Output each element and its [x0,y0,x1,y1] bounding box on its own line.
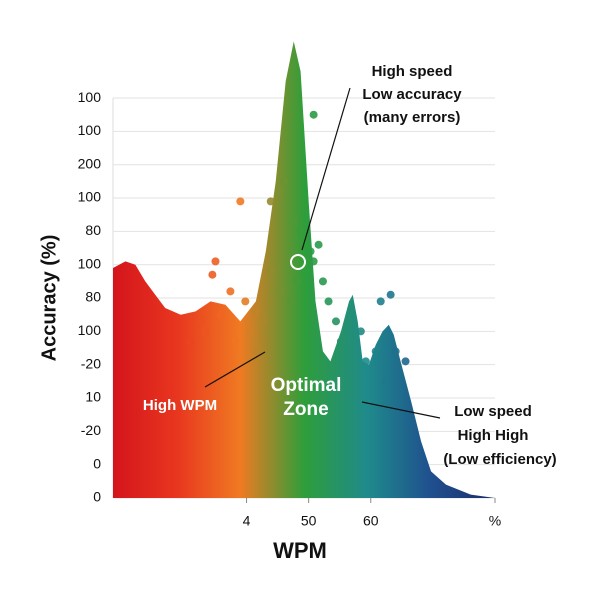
y-tick-label: -20 [81,422,101,438]
annotation: Low speed [454,403,532,420]
highlight-ring [290,254,306,270]
scatter-point [266,267,275,276]
y-tick-label: 80 [85,222,101,238]
scatter-point [318,277,327,286]
y-tick-label: 100 [78,122,102,138]
x-tick-label: 4 [243,513,251,529]
scatter-point [293,277,302,286]
annotation: High WPM [143,397,217,414]
scatter-point [381,377,390,386]
y-tick-label: 0 [93,455,101,471]
scatter-point [391,347,400,356]
scatter-point [336,337,345,346]
scatter-point [331,317,340,326]
y-tick-label: 100 [78,189,102,205]
leader-line [204,351,266,388]
scatter-point [296,227,305,236]
y-tick-label: 100 [78,255,102,271]
y-tick-label: 80 [85,289,101,305]
scatter-point [216,310,225,319]
x-tick-label: 50 [301,513,317,529]
scatter-point [309,110,318,119]
annotation: High High [458,427,529,444]
y-tick-label: 0 [93,489,101,505]
scatter-point [236,197,245,206]
scatter-point [258,317,267,326]
scatter-point [371,347,380,356]
annotation: (Low efficiency) [443,451,556,468]
y-tick-label: -20 [81,355,101,371]
plot [113,41,495,499]
annotation: Optimal [271,375,342,396]
scatter-point [196,317,205,326]
annotation: High speed [372,63,453,80]
leader-line [361,401,441,419]
y-tick-label: 200 [78,155,102,171]
scatter-point [241,297,250,306]
annotation: Zone [283,399,328,420]
scatter-point [274,187,283,196]
y-tick-label: 10 [85,389,101,405]
x-tick-label: 60 [363,513,379,529]
scatter-point [279,177,288,186]
annotation: (many errors) [364,109,461,126]
scatter-point [186,337,195,346]
annotation: Low accuracy [362,86,462,103]
scatter-point [231,337,240,346]
annotations: High speed Low accuracy (many errors) Hi… [143,63,557,468]
scatter-point [314,240,323,249]
scatter-point [356,327,365,336]
scatter-point [361,357,370,366]
scatter-point [309,257,318,266]
y-tick-label: 100 [78,322,102,338]
scatter-point [324,297,333,306]
scatter-point [201,327,210,336]
x-axis-title: WPM [273,538,327,563]
x-tick-label: % [489,513,501,529]
scatter-point [246,327,255,336]
scatter-point [346,307,355,316]
scatter-point [301,267,310,276]
scatter-point [254,347,263,356]
leader-line [301,87,351,251]
scatter-point [208,270,217,279]
scatter-point [401,357,410,366]
scatter-point [356,397,365,406]
scatter-point [266,197,275,206]
scatter-point [211,257,220,266]
scatter-point [288,217,297,226]
scatter-point [286,297,295,306]
scatter-point [251,307,260,316]
scatter-point [306,247,315,256]
scatter-point [226,287,235,296]
scatter-point [386,290,395,299]
scatter-point [276,287,285,296]
y-axis-title: Accuracy (%) [38,235,60,362]
scatter-point [376,297,385,306]
y-tick-label: 100 [78,89,102,105]
